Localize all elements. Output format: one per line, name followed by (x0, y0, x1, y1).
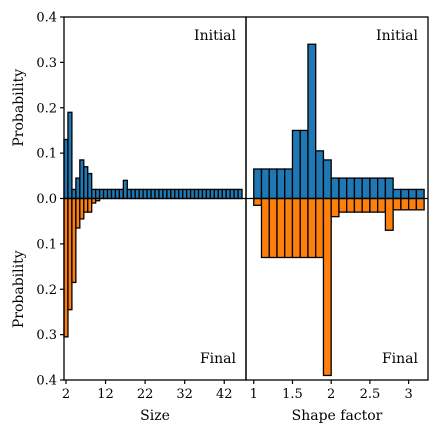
final-bar (369, 197, 379, 213)
final-bar (284, 197, 294, 259)
y-tick-label: 0.3 (36, 328, 57, 343)
right-plot-frame (245, 16, 429, 381)
final-bar (407, 197, 418, 211)
y-tick-label: 0.1 (36, 237, 57, 252)
final-bar (400, 197, 410, 211)
x-tick-label: 3 (404, 387, 412, 402)
final-bar (276, 197, 286, 259)
initial-bar (400, 188, 410, 200)
size-histogram-panel (63, 111, 243, 338)
initial-bar (384, 177, 394, 200)
final-bar (392, 197, 402, 211)
initial-bar (361, 177, 371, 200)
y-tick-label: 0.0 (36, 192, 57, 207)
final-bar (268, 197, 278, 259)
y-axis-title-bottom: Probability (11, 250, 27, 328)
initial-bar (415, 188, 425, 200)
final-bar (353, 197, 363, 213)
y-tick-label: 0.2 (36, 283, 57, 298)
x-axis-title-size: Size (140, 408, 170, 424)
final-bar (322, 197, 332, 377)
final-label-right: Final (382, 351, 419, 367)
x-tick-label: 22 (137, 387, 154, 402)
axis-labels: 0.40.30.20.10.00.10.20.30.42 12 22 32 42 1 1.5… (11, 11, 419, 425)
final-bar (384, 197, 394, 231)
initial-bar (369, 177, 379, 200)
initial-bar (353, 177, 363, 200)
x-tick-label: 1 (250, 387, 258, 402)
initial-bar (67, 111, 73, 200)
final-bar (291, 197, 301, 259)
initial-bar (307, 43, 317, 200)
y-tick-label: 0.1 (36, 147, 57, 162)
initial-label-right: Initial (376, 28, 418, 44)
x-tick-label: 2 (62, 387, 70, 402)
initial-bar (315, 150, 325, 200)
initial-bar (338, 177, 348, 200)
final-bar (253, 197, 263, 206)
initial-bar (377, 177, 387, 200)
final-bar (260, 197, 270, 259)
initial-bar (322, 159, 332, 200)
y-axis-title-top: Probability (11, 69, 27, 147)
final-bar (346, 197, 356, 213)
x-axis-title-shape-factor: Shape factor (292, 408, 383, 424)
final-bar (299, 197, 309, 259)
final-bar (415, 197, 425, 211)
final-bar (307, 197, 317, 259)
panel-frames (63, 16, 429, 381)
x-tick-label: 1.5 (282, 387, 303, 402)
y-tick-label: 0.4 (36, 374, 57, 389)
initial-bar (276, 168, 286, 200)
initial-bar (392, 188, 402, 200)
final-label-left: Final (200, 351, 237, 367)
final-bar (377, 197, 387, 213)
x-tick-label: 42 (216, 387, 233, 402)
x-tick-label: 2 (327, 387, 335, 402)
y-tick-label: 0.2 (36, 101, 57, 116)
final-bar (330, 197, 340, 218)
initial-bar (237, 188, 243, 200)
final-bar (361, 197, 371, 213)
initial-bar (253, 168, 263, 200)
x-tick-label: 32 (176, 387, 193, 402)
shape-factor-histogram-panel (253, 43, 425, 377)
x-tick-label: 12 (97, 387, 114, 402)
initial-label-left: Initial (194, 28, 236, 44)
final-bar (315, 197, 325, 259)
initial-bar (284, 168, 294, 200)
y-tick-label: 0.3 (36, 56, 57, 71)
initial-bar (268, 168, 278, 200)
initial-bar (291, 129, 301, 200)
initial-bar (330, 177, 340, 200)
y-tick-label: 0.4 (36, 11, 57, 26)
initial-bar (299, 129, 309, 200)
initial-bar (260, 168, 270, 200)
final-bar (338, 197, 348, 213)
initial-bar (407, 188, 418, 200)
initial-bar (346, 177, 356, 200)
x-tick-label: 2.5 (360, 387, 381, 402)
